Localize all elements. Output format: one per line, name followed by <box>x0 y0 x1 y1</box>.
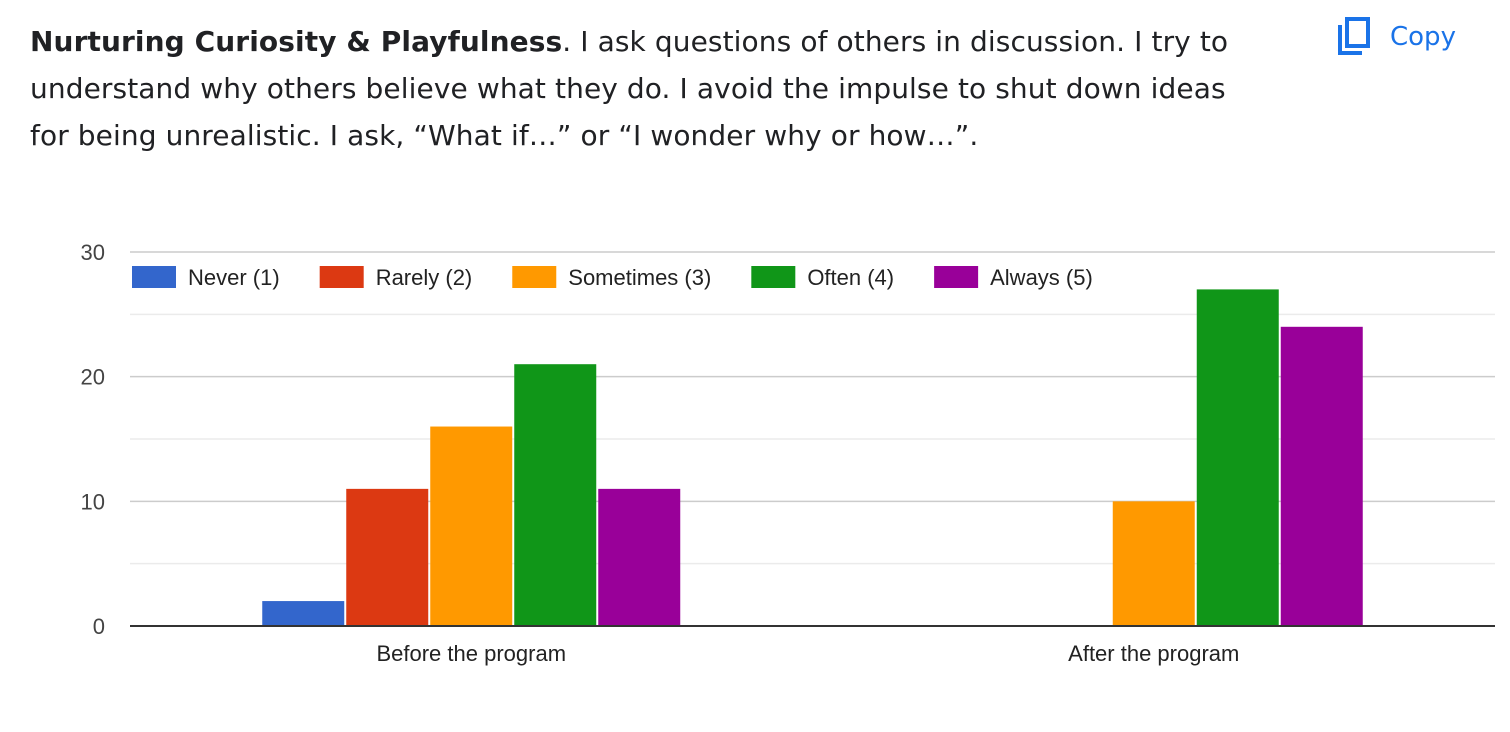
bar <box>1112 501 1195 626</box>
legend-swatch <box>934 266 979 288</box>
bar <box>262 601 345 626</box>
legend-label: Often (4) <box>807 265 894 290</box>
legend-item: Always (5) <box>934 265 1093 290</box>
copy-button-label: Copy <box>1390 22 1456 52</box>
y-tick-label: 0 <box>93 614 105 639</box>
bar <box>1196 289 1279 626</box>
legend-item: Rarely (2) <box>319 265 473 290</box>
legend-swatch <box>319 266 364 288</box>
question-description: . I ask questions of others in discussio… <box>30 25 1229 152</box>
legend-item: Never (1) <box>132 265 280 290</box>
legend-item: Sometimes (3) <box>512 265 711 290</box>
copy-button[interactable]: Copy <box>1330 14 1462 60</box>
legend-label: Sometimes (3) <box>568 265 711 290</box>
legend-label: Always (5) <box>990 265 1093 290</box>
bar <box>1280 326 1363 626</box>
question-text: Nurturing Curiosity & Playfulness. I ask… <box>30 18 1270 159</box>
y-axis: 0 10 20 30 <box>81 240 105 639</box>
bars <box>262 289 1363 626</box>
y-tick-label: 30 <box>81 240 105 265</box>
question-title: Nurturing Curiosity & Playfulness <box>30 25 563 58</box>
copy-icon <box>1336 17 1370 57</box>
x-category-label: After the program <box>1068 641 1239 666</box>
bar <box>346 488 429 626</box>
bar <box>598 488 681 626</box>
bar <box>430 426 513 626</box>
x-category-label: Before the program <box>376 641 566 666</box>
legend-label: Never (1) <box>188 265 280 290</box>
y-tick-label: 20 <box>81 365 105 390</box>
legend-swatch <box>132 266 176 288</box>
y-tick-label: 10 <box>81 489 105 514</box>
legend-swatch <box>512 266 557 288</box>
legend-label: Rarely (2) <box>376 265 473 290</box>
legend: Never (1) Rarely (2) Sometimes (3) Often (4… <box>132 265 1093 290</box>
x-axis: Before the program After the program <box>376 641 1239 666</box>
legend-swatch <box>751 266 796 288</box>
legend-item: Often (4) <box>751 265 894 290</box>
bar <box>514 364 597 626</box>
